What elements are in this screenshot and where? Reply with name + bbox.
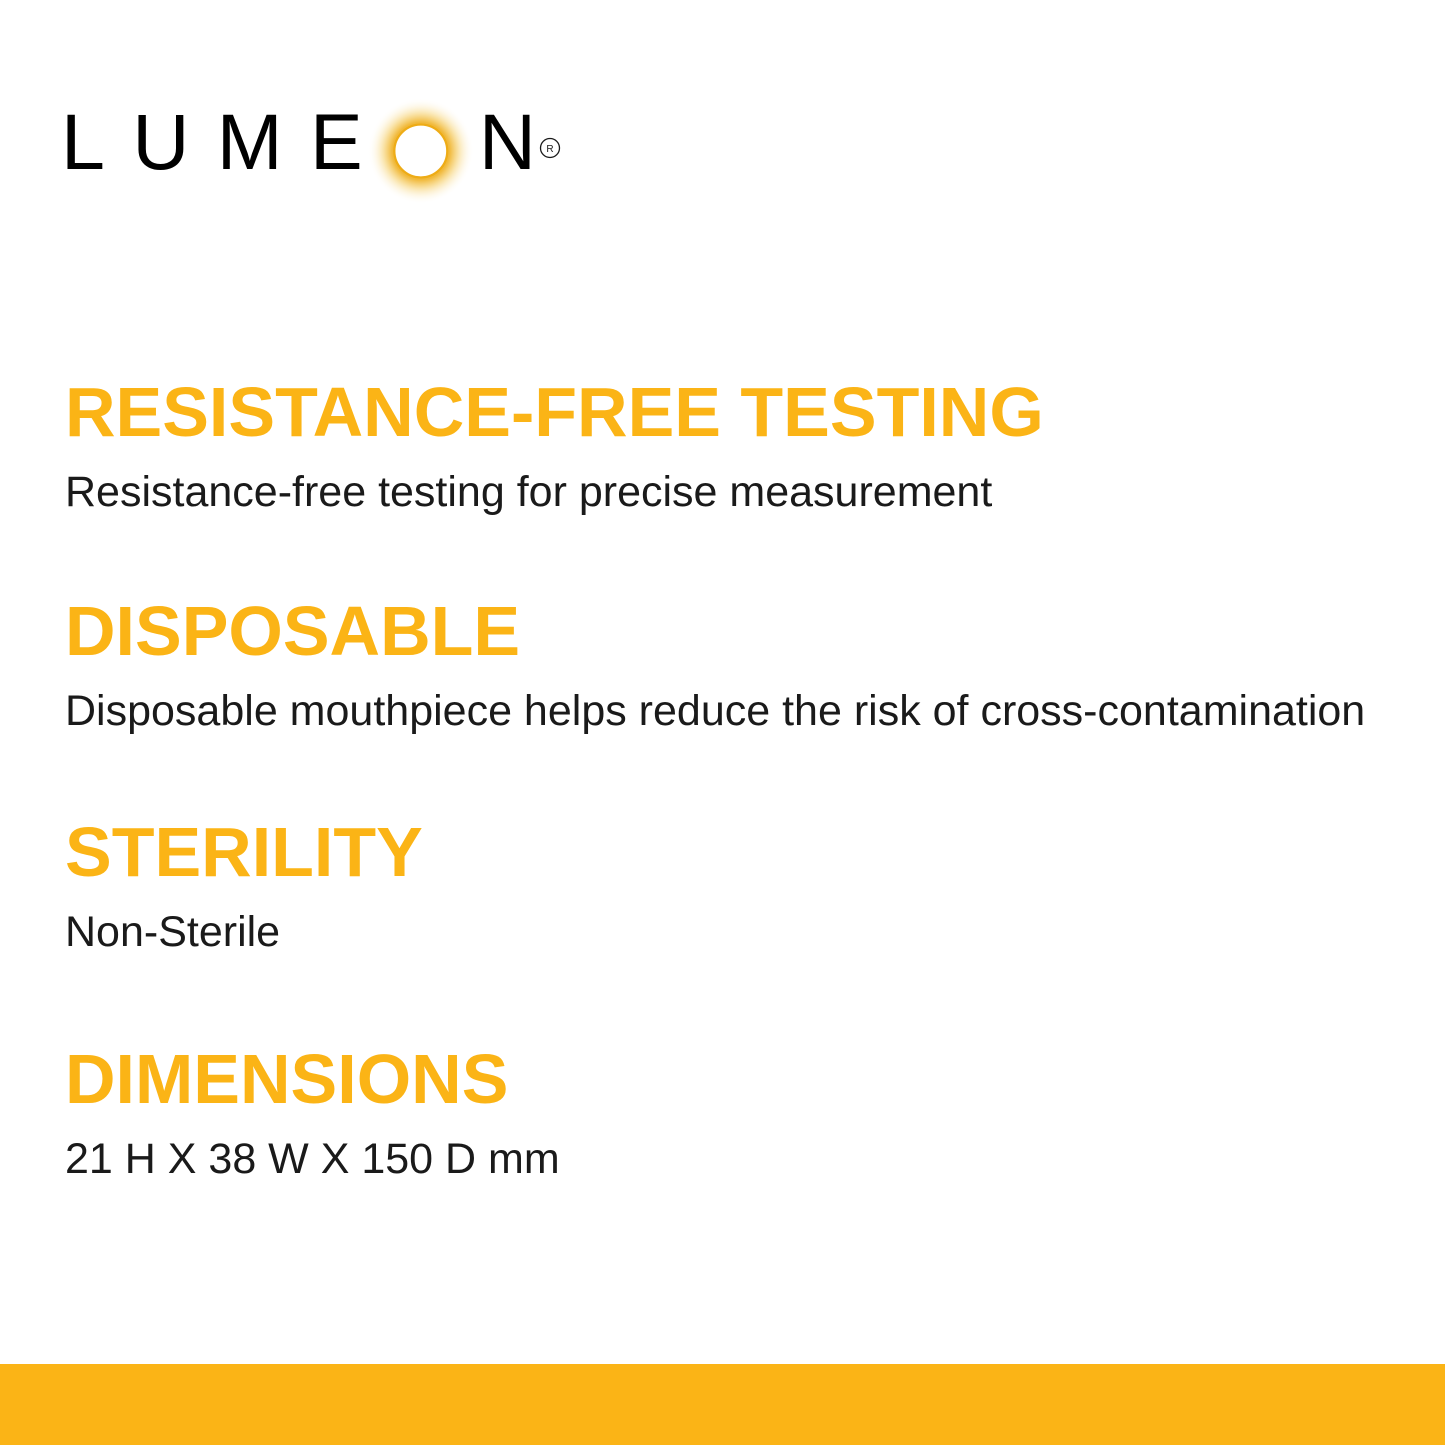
svg-text:LUME: LUME (61, 97, 390, 186)
svg-text:N: N (479, 97, 563, 186)
svg-text:R: R (546, 144, 553, 155)
